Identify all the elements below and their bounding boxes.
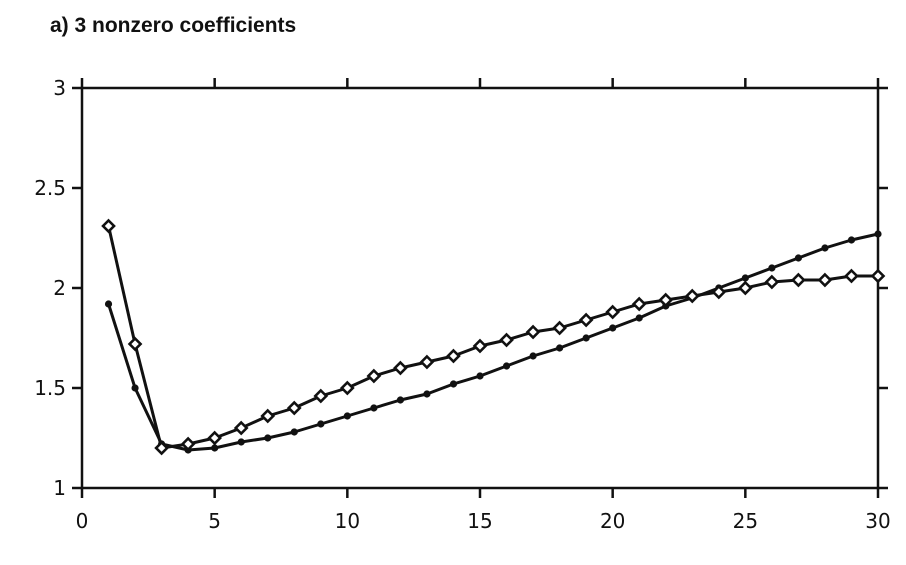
data-point xyxy=(339,380,355,396)
data-point xyxy=(635,314,643,322)
data-point xyxy=(396,396,404,404)
data-point xyxy=(847,236,856,244)
y-tick-label: 2 xyxy=(53,276,66,300)
data-point xyxy=(768,264,776,272)
x-tick-label: 25 xyxy=(733,509,758,533)
series-layer xyxy=(101,218,886,456)
data-point xyxy=(104,300,113,308)
data-point xyxy=(737,280,753,296)
data-point xyxy=(317,420,325,428)
data-point xyxy=(529,352,537,360)
data-point xyxy=(874,230,882,238)
axis-ticks xyxy=(72,78,888,498)
y-tick-label: 3 xyxy=(53,76,66,100)
plot-frame xyxy=(80,86,880,490)
data-point xyxy=(609,324,617,332)
data-point xyxy=(556,344,564,352)
data-point xyxy=(791,272,806,288)
data-point xyxy=(794,254,803,262)
data-point xyxy=(499,332,514,348)
data-point xyxy=(393,360,408,376)
data-point xyxy=(821,244,829,252)
y-tick-label: 1.5 xyxy=(34,376,66,400)
data-point xyxy=(449,380,458,388)
data-point xyxy=(419,354,435,370)
data-point xyxy=(423,390,431,398)
chart-title: a) 3 nonzero coefficients xyxy=(50,14,297,37)
data-point xyxy=(605,304,621,320)
data-point xyxy=(711,284,727,300)
data-point xyxy=(370,404,378,412)
data-point xyxy=(264,434,272,442)
data-point xyxy=(764,274,780,290)
data-point xyxy=(233,420,249,436)
data-point xyxy=(154,440,169,456)
series-diamond xyxy=(101,218,886,456)
data-point xyxy=(101,218,116,234)
data-point xyxy=(476,372,484,380)
data-point xyxy=(502,362,511,370)
data-point xyxy=(578,312,594,328)
data-point xyxy=(446,348,461,364)
data-point xyxy=(211,444,219,452)
data-point xyxy=(131,384,139,392)
data-point xyxy=(741,274,749,282)
data-point xyxy=(472,338,488,354)
data-point xyxy=(817,272,833,288)
x-tick-label: 0 xyxy=(76,509,89,533)
data-point xyxy=(870,268,886,284)
data-point xyxy=(180,436,196,452)
x-tick-label: 5 xyxy=(208,509,221,533)
data-point xyxy=(552,320,567,336)
y-tick-label: 1 xyxy=(53,476,66,500)
x-tick-label: 10 xyxy=(335,509,360,533)
data-point xyxy=(684,288,700,304)
data-point xyxy=(127,336,143,352)
data-point xyxy=(582,334,590,342)
data-point xyxy=(658,292,674,308)
data-point xyxy=(631,296,647,312)
data-point xyxy=(313,388,329,404)
data-point xyxy=(290,428,298,436)
data-point xyxy=(366,368,382,384)
series-line xyxy=(107,225,878,450)
data-point xyxy=(286,400,302,416)
x-tick-label: 30 xyxy=(865,509,890,533)
data-point xyxy=(260,408,276,424)
data-point xyxy=(525,324,541,340)
data-point xyxy=(343,412,351,420)
data-point xyxy=(237,438,245,446)
x-tick-label: 15 xyxy=(467,509,492,533)
x-tick-label: 20 xyxy=(600,509,625,533)
axis-tick-labels: 0 5 10 15 20 25 30 1 1.5 2 2.5 3 xyxy=(34,76,891,533)
y-tick-label: 2.5 xyxy=(34,176,66,200)
data-point xyxy=(844,268,859,284)
data-point xyxy=(207,430,223,446)
series-line xyxy=(107,232,879,452)
series-dot xyxy=(104,230,882,454)
